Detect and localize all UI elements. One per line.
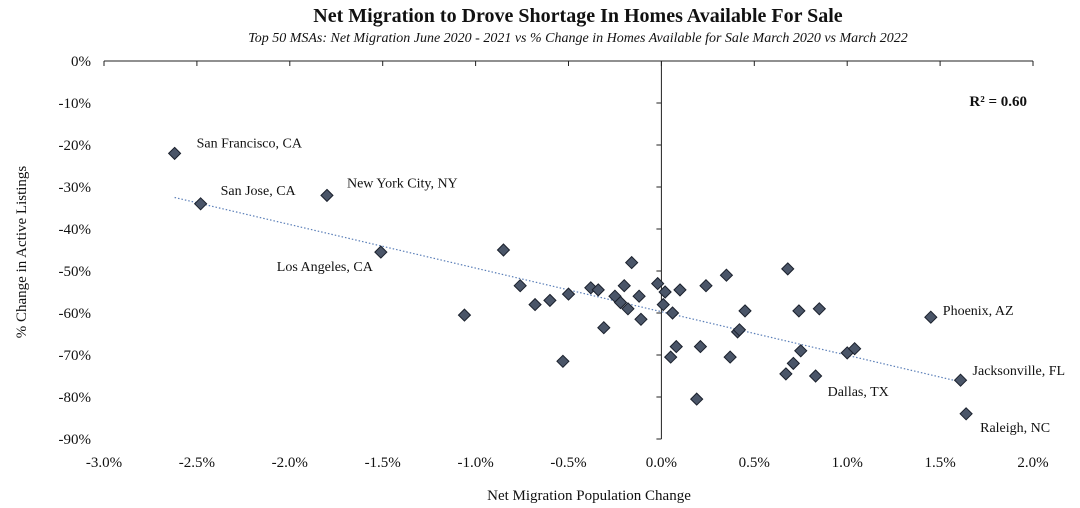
data-point-labeled (924, 310, 938, 324)
data-point (786, 356, 801, 371)
data-point (591, 283, 605, 297)
x-tick-label: -2.0% (272, 455, 308, 471)
data-point-labeled (320, 188, 334, 203)
point-annotation: Dallas, TX (828, 385, 889, 400)
annotations-group: San Francisco, CA San Jose, CA New York Ci… (197, 136, 1065, 435)
point-annotation: Phoenix, AZ (943, 304, 1014, 319)
data-point (624, 255, 639, 270)
point-annotation: Jacksonville, FL (973, 364, 1066, 379)
data-point (669, 339, 683, 354)
data-point (658, 285, 672, 299)
data-point (673, 283, 687, 297)
data-point-labeled (167, 146, 182, 161)
data-point (689, 392, 704, 406)
y-tick-label: -80% (59, 390, 92, 406)
chart-subtitle: Top 50 MSAs: Net Migration June 2020 - 2… (248, 31, 908, 46)
data-point-labeled (953, 373, 968, 387)
points-group (167, 146, 973, 421)
point-annotation: San Jose, CA (221, 184, 297, 199)
x-tick-label: -2.5% (179, 455, 215, 471)
data-point (781, 262, 795, 276)
y-tick-label: -40% (59, 222, 92, 238)
x-tick-label: -0.5% (550, 455, 586, 471)
point-annotation: Los Angeles, CA (277, 260, 374, 275)
point-annotation: San Francisco, CA (197, 136, 303, 151)
data-point (719, 268, 734, 282)
data-point (613, 295, 628, 310)
y-tick-label: -60% (59, 306, 92, 322)
data-point-labeled (808, 369, 823, 383)
data-point-labeled (959, 407, 973, 421)
y-tick-label: -70% (59, 348, 92, 364)
x-tick-label: 1.5% (924, 455, 955, 471)
data-point (543, 293, 557, 308)
y-tick-label: 0% (71, 54, 91, 70)
axes: 0% -10% -20% -30% -40% -50% -60% -70% -80% -90% -3… (59, 54, 1049, 471)
x-tick-label: 0.0% (646, 455, 677, 471)
data-point (457, 308, 472, 322)
point-annotation: New York City, NY (347, 176, 458, 191)
r-squared-label: R² = 0.60 (969, 94, 1027, 110)
data-point (496, 243, 511, 257)
y-tick-label: -90% (59, 432, 92, 448)
data-point (634, 312, 648, 327)
data-point (732, 323, 747, 337)
data-point (723, 350, 737, 364)
data-point (779, 367, 793, 381)
x-tick-label: 2.0% (1017, 455, 1048, 471)
data-point (621, 302, 635, 316)
y-tick-label: -50% (59, 264, 92, 280)
data-point-labeled (193, 197, 208, 211)
data-point (663, 350, 678, 364)
y-tick-label: -10% (59, 96, 92, 112)
data-point (738, 304, 752, 318)
x-tick-label: -1.5% (365, 455, 401, 471)
x-tick-label: 0.5% (739, 455, 770, 471)
data-point (650, 276, 665, 291)
x-tick-label: -3.0% (86, 455, 122, 471)
data-point (812, 302, 827, 316)
point-annotation: Raleigh, NC (980, 421, 1050, 436)
chart-title: Net Migration to Drove Shortage In Homes… (313, 5, 843, 27)
y-tick-label: -20% (59, 138, 92, 154)
y-axis-label: % Change in Active Listings (14, 166, 30, 339)
data-point (561, 287, 576, 301)
x-axis-label: Net Migration Population Change (487, 488, 691, 504)
x-tick-label: -1.0% (457, 455, 493, 471)
data-point (597, 320, 611, 335)
data-point-labeled (374, 245, 388, 259)
data-point (632, 289, 646, 303)
x-tick-label: 1.0% (832, 455, 863, 471)
data-point (794, 344, 808, 358)
data-point (699, 278, 713, 293)
data-point (792, 304, 806, 318)
data-point (656, 297, 670, 312)
data-point (617, 278, 631, 293)
data-point (513, 278, 527, 293)
data-point (693, 339, 708, 354)
data-point (847, 341, 862, 356)
data-point (665, 306, 680, 320)
data-point (528, 297, 542, 312)
data-point (556, 354, 570, 369)
y-tick-label: -30% (59, 180, 92, 196)
